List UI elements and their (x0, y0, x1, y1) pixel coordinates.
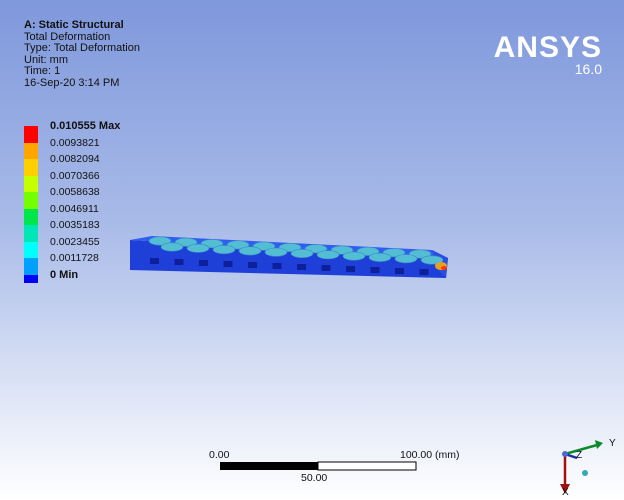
surface-bump (212, 245, 236, 255)
triad-x-arrow-icon (560, 484, 570, 494)
scale-label-right: 100.00 (mm) (400, 449, 460, 461)
triad-z-label: Z (576, 450, 583, 461)
legend-swatch (24, 208, 38, 225)
legend-swatch (24, 241, 38, 258)
legend-swatch (24, 159, 38, 176)
result-type: Type: Total Deformation (24, 42, 140, 54)
side-slot (321, 265, 331, 271)
surface-bumps (148, 236, 444, 265)
plate-side (130, 240, 448, 278)
surface-bump (264, 247, 288, 257)
ansys-version: 16.0 (574, 61, 602, 77)
side-slot (395, 268, 404, 274)
scale-label-left: 0.00 (209, 449, 230, 461)
legend-swatch (24, 175, 38, 192)
surface-bump (420, 255, 444, 265)
side-slots (150, 258, 429, 275)
legend-label: 0.0070366 (50, 169, 100, 182)
legend-swatch (24, 258, 38, 275)
triad-y-arrow-icon (595, 440, 603, 449)
side-slot (370, 267, 380, 273)
scale-label-middle: 50.00 (301, 472, 328, 484)
surface-bump (238, 246, 262, 256)
legend-label: 0.0058638 (50, 186, 100, 198)
side-slot (223, 261, 233, 267)
legend-swatch (24, 225, 38, 242)
axis-triad[interactable] (555, 440, 615, 500)
result-timestamp: 16-Sep-20 3:14 PM (24, 76, 120, 89)
surface-bump (148, 236, 172, 246)
result-info: A: Static Structural Total Deformation T… (24, 19, 140, 89)
scale-bar-black (220, 462, 318, 470)
surface-bump (290, 249, 314, 259)
legend-swatch (24, 126, 38, 143)
side-slot (150, 258, 159, 264)
legend-label: 0.0023455 (50, 235, 100, 248)
triad-x-label: X (562, 487, 569, 498)
legend-swatch (24, 192, 38, 209)
surface-bump (160, 242, 184, 252)
side-slot (199, 260, 208, 266)
surface-bump (342, 251, 366, 261)
analysis-title: A: Static Structural (24, 19, 124, 31)
legend-label: 0.0082094 (50, 153, 100, 165)
side-slot (346, 266, 355, 272)
surface-bump (186, 243, 210, 253)
surface-bump (394, 254, 418, 264)
legend-swatch (24, 274, 38, 283)
side-slot (297, 264, 306, 270)
legend-label: 0.0011728 (50, 252, 99, 264)
max-deformation-core (441, 266, 447, 270)
scale-bar-white (317, 461, 417, 471)
result-unit: Unit: mm (24, 53, 68, 66)
legend-label: 0.0035183 (50, 219, 100, 231)
legend-label-max: 0.010555 Max (50, 120, 121, 132)
ansys-logo: ANSYS 16.0 (493, 31, 602, 77)
ansys-logo-text: ANSYS (493, 31, 602, 64)
triad-z-dot-icon (582, 470, 588, 476)
result-time: Time: 1 (24, 65, 61, 77)
surface-bump (316, 250, 340, 260)
side-slot (272, 263, 282, 269)
side-slot (419, 269, 429, 275)
triad-y-label: Y (609, 438, 616, 449)
result-name: Total Deformation (24, 30, 111, 43)
surface-bump (368, 252, 392, 262)
triad-origin-icon (562, 451, 568, 457)
legend-label: 0.0046911 (50, 202, 99, 215)
legend-swatch (24, 142, 38, 159)
side-slot (174, 259, 184, 265)
legend-label-min: 0 Min (50, 268, 79, 281)
legend-label: 0.0093821 (50, 136, 100, 149)
side-slot (248, 262, 257, 268)
triad-y-axis (564, 443, 598, 456)
